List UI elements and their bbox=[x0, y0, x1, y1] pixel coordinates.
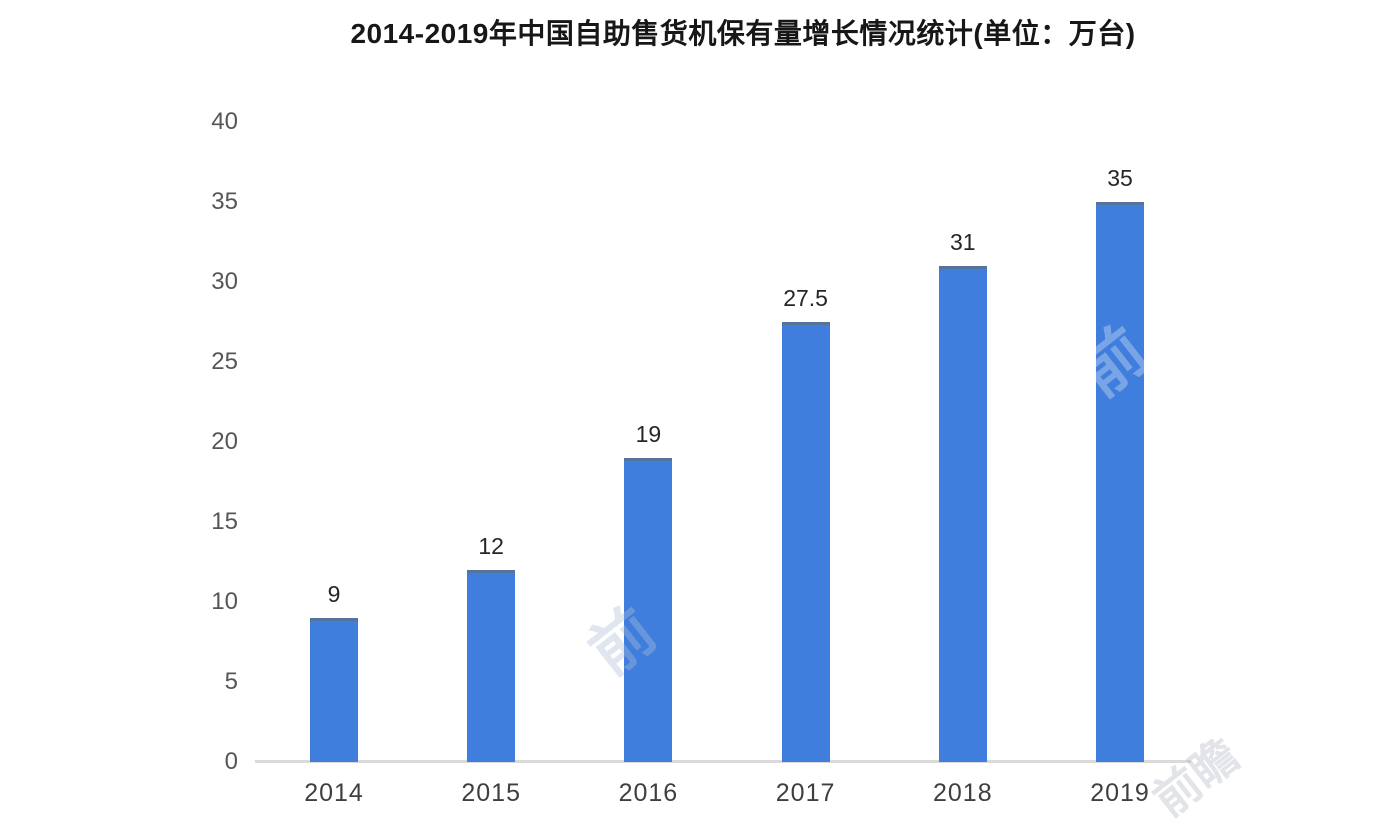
y-tick-label: 40 bbox=[211, 108, 238, 135]
x-tick-label: 2014 bbox=[304, 779, 364, 807]
x-tick-label: 2017 bbox=[775, 779, 836, 807]
bar-value-label: 31 bbox=[950, 229, 976, 255]
bar-value-label: 12 bbox=[478, 533, 504, 559]
bar-2016 bbox=[624, 458, 673, 762]
x-tick-label: 2018 bbox=[932, 779, 993, 807]
bar-value-label: 27.5 bbox=[783, 285, 828, 311]
bar-2014 bbox=[310, 618, 358, 762]
x-axis-line bbox=[255, 760, 1191, 763]
y-tick-label: 25 bbox=[211, 348, 238, 375]
y-tick-label: 0 bbox=[224, 748, 238, 775]
x-tick-label: 2015 bbox=[461, 779, 521, 807]
watermark-text: 前瞻 bbox=[1143, 728, 1249, 827]
bar-value-label: 19 bbox=[635, 421, 662, 447]
bar-value-label: 35 bbox=[1107, 165, 1133, 191]
bar-2019 bbox=[1096, 202, 1144, 762]
y-tick-label: 35 bbox=[211, 188, 238, 215]
bar-value-label: 9 bbox=[327, 581, 341, 607]
y-tick-label: 15 bbox=[211, 508, 238, 535]
y-tick-label: 5 bbox=[224, 668, 238, 695]
bar-2018 bbox=[938, 266, 987, 762]
y-tick-label: 10 bbox=[211, 588, 238, 615]
bar-2015 bbox=[467, 570, 516, 762]
bar-2017 bbox=[781, 322, 830, 762]
y-tick-label: 20 bbox=[211, 428, 238, 455]
x-tick-label: 2016 bbox=[618, 779, 679, 807]
y-tick-label: 30 bbox=[211, 268, 238, 295]
chart-title: 2014-2019年中国自助售货机保有量增长情况统计(单位：万台) bbox=[350, 18, 1136, 49]
x-tick-label: 2019 bbox=[1090, 779, 1150, 807]
